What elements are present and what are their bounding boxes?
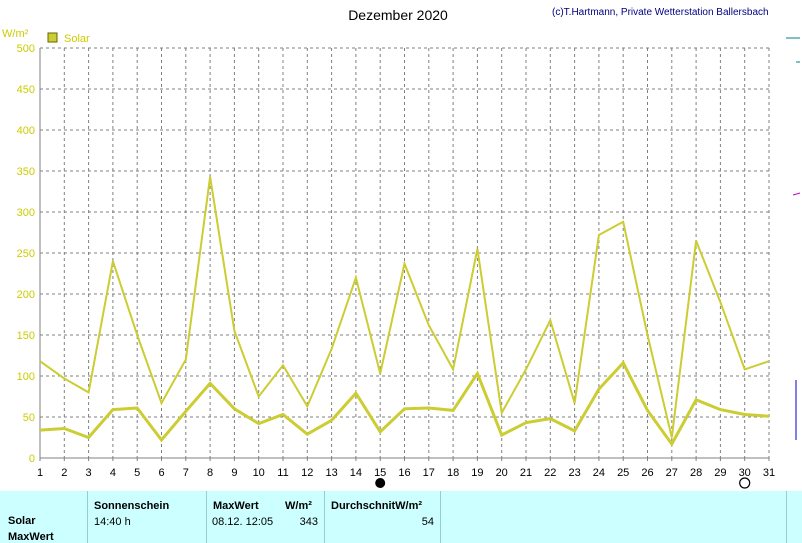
x-tick-label: 8 [207,467,213,479]
legend-swatch [47,32,58,43]
x-tick-label: 26 [641,467,653,479]
right-edge-fragments [786,37,801,440]
y-tick-label: 150 [17,330,35,342]
y-tick-label: 350 [17,166,35,178]
x-tick-label: 16 [398,467,410,479]
legend-label: Solar [64,33,90,45]
x-tick-label: 23 [568,467,580,479]
x-tick-label: 18 [447,467,459,479]
durchschnitt-cell: DurchschnitW/m² 54 [325,491,441,543]
row-label-maxwert: MaxWert [8,531,54,543]
x-tick-label: 12 [301,467,313,479]
sonnenschein-header: Sonnenschein [94,500,170,512]
y-tick-label: 400 [17,125,35,137]
x-tick-label: 3 [86,467,92,479]
x-tick-label: 19 [471,467,483,479]
chart-title: Dezember 2020 [348,7,448,23]
x-tick-label: 1 [37,467,43,479]
x-tick-label: 11 [277,467,288,479]
x-tick-label: 7 [183,467,189,479]
x-tick-label: 27 [666,467,678,479]
x-tick-label: 5 [134,467,140,479]
panel-empty-cell [441,491,787,543]
maxwert-cell: MaxWert W/m² 08.12. 12:05 343 [207,491,325,543]
panel-label-column [0,491,88,543]
y-axis-unit: W/m² [2,28,29,40]
y-tick-label: 200 [17,289,35,301]
row-label-solar: Solar [8,515,36,527]
durchschnitt-value: 54 [421,516,434,528]
y-tick-label: 300 [17,207,35,219]
series-line-avg [39,360,770,447]
copyright-text: (c)T.Hartmann, Private Wetterstation Bal… [552,7,769,18]
sonnenschein-cell: Sonnenschein 14:40 h [88,491,207,543]
x-tick-label: 22 [544,467,556,479]
maxwert-value: 343 [299,516,318,528]
x-tick-label: 15 [374,467,386,479]
x-tick-label: 21 [520,467,532,479]
x-tick-label: 24 [593,467,605,479]
maxwert-time: 08.12. 12:05 [212,516,274,528]
x-tick-label: 29 [714,467,726,479]
x-tick-label: 30 [739,467,751,479]
x-tick-label: 13 [325,467,337,479]
x-tick-label: 10 [253,467,265,479]
x-tick-label: 20 [496,467,508,479]
y-tick-label: 0 [29,453,35,465]
y-tick-label: 450 [17,84,35,96]
x-tick-label: 4 [110,467,116,479]
full-moon-icon [739,477,751,489]
x-tick-label: 14 [350,467,362,479]
x-tick-label: 2 [61,467,67,479]
x-tick-label: 31 [763,467,775,479]
maxwert-unit: W/m² [285,500,312,512]
x-tick-label: 9 [231,467,237,479]
series-line-max [39,176,770,438]
y-tick-label: 250 [17,248,35,260]
x-tick-label: 17 [423,467,435,479]
maxwert-header: MaxWert [213,500,259,512]
durchschnitt-header: DurchschnitW/m² [331,500,423,512]
sonnenschein-value: 14:40 h [94,516,131,528]
y-tick-label: 500 [17,43,35,55]
x-tick-label: 25 [617,467,629,479]
solar-chart: Dezember 2020 (c)T.Hartmann, Private Wet… [2,7,801,489]
x-tick-label: 28 [690,467,702,479]
x-tick-label: 6 [158,467,164,479]
y-tick-label: 100 [17,371,35,383]
summary-panel: Solar MaxWert Sonnenschein 14:40 h MaxWe… [0,491,802,543]
new-moon-icon [375,478,386,488]
y-tick-label: 50 [23,412,35,424]
